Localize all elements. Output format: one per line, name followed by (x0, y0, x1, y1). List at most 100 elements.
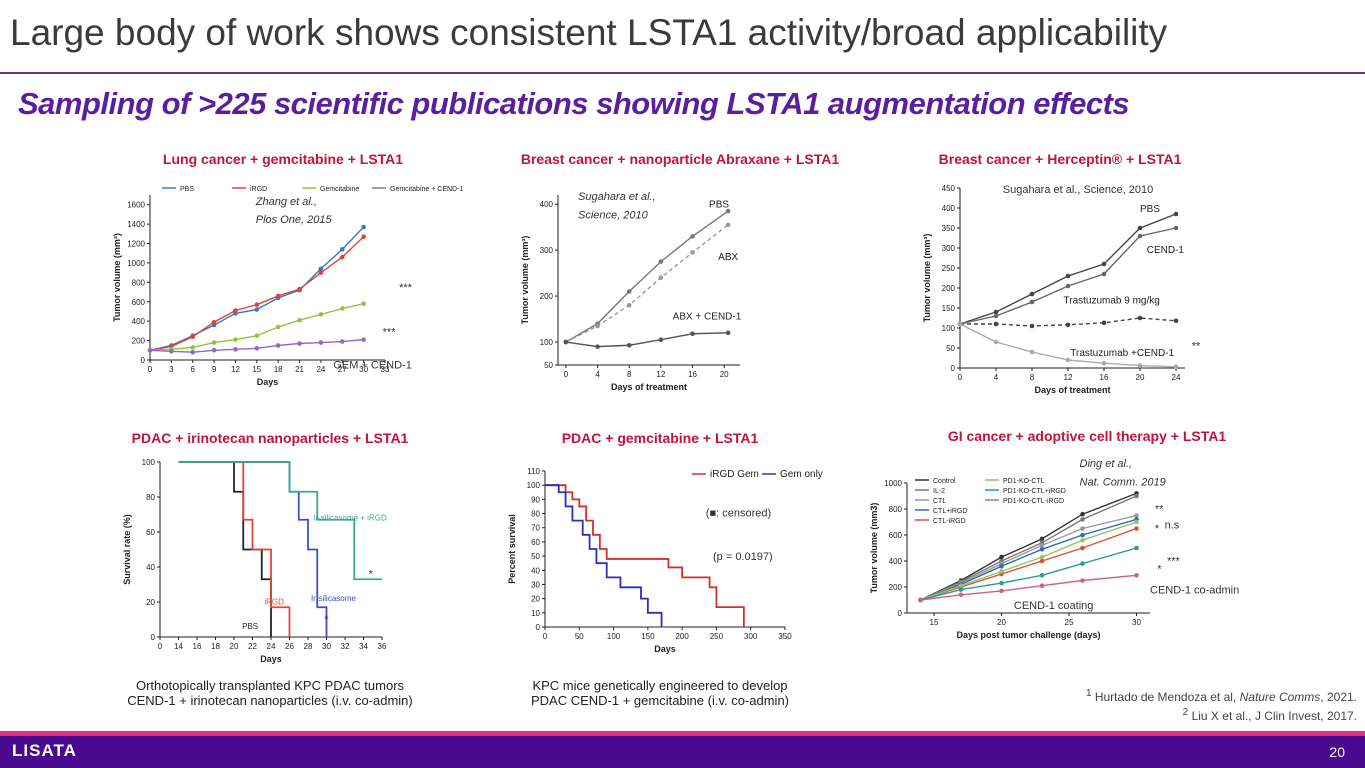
data-point (339, 306, 345, 311)
x-axis-label: Days (654, 644, 676, 654)
data-point (626, 289, 632, 294)
x-tick-label: 18 (274, 365, 283, 374)
series-line (178, 461, 272, 637)
data-point (275, 343, 281, 348)
data-point (725, 330, 731, 336)
data-point (339, 247, 345, 252)
chart: Breast cancer + nanoparticle Abraxane + … (520, 151, 839, 392)
data-point (1080, 526, 1085, 531)
data-point (658, 259, 664, 264)
data-point (318, 340, 324, 345)
y-tick-label: 100 (142, 458, 156, 467)
x-tick-label: 0 (958, 373, 963, 382)
data-point (1137, 315, 1143, 321)
y-axis-label: Percent survival (507, 514, 517, 584)
data-point (147, 347, 153, 353)
data-point (1137, 363, 1143, 368)
data-point (1039, 558, 1045, 564)
x-tick-label: 15 (252, 365, 261, 374)
x-tick-label: 36 (378, 642, 387, 651)
chart: PDAC + gemcitabine + LSTA1 0 10 20 30 40 50 60 7… (507, 430, 823, 654)
x-tick-label: 24 (1172, 373, 1181, 382)
x-tick-label: 30 (1132, 618, 1141, 627)
legend-label: CTL+iRGD (933, 508, 967, 515)
data-point (690, 331, 695, 337)
annotation: CEND-1 co-admin (1150, 584, 1239, 596)
x-tick-label: 50 (575, 632, 584, 641)
x-tick-label: 0 (148, 365, 153, 374)
y-tick-label: 150 (942, 304, 956, 313)
annotation: Plos One, 2015 (256, 214, 333, 226)
data-point (1173, 364, 1179, 370)
series-line (545, 484, 745, 627)
data-point (1101, 320, 1107, 326)
x-axis-label: Days (260, 654, 282, 664)
x-tick-label: 0 (564, 370, 569, 379)
annotation: * (369, 568, 374, 580)
x-tick-label: 14 (174, 642, 183, 651)
data-point (1029, 323, 1035, 329)
data-point (1039, 536, 1045, 542)
x-tick-label: 100 (607, 632, 621, 641)
data-point (958, 592, 964, 598)
data-point (1080, 537, 1085, 543)
data-point (999, 569, 1004, 574)
y-tick-label: 200 (942, 284, 956, 293)
data-point (254, 302, 260, 307)
y-tick-label: 400 (942, 204, 956, 213)
x-tick-label: 150 (641, 632, 655, 641)
annotation: * (1155, 523, 1160, 535)
data-point (958, 583, 964, 588)
footnote-marker: 1 (1085, 688, 1092, 699)
data-point (993, 321, 999, 327)
title-rule (0, 72, 1365, 74)
y-tick-label: 10 (531, 609, 540, 618)
y-tick-label: 0 (536, 623, 541, 632)
x-tick-label: 350 (778, 632, 792, 641)
data-point (169, 348, 174, 354)
series-label: PBS (709, 200, 729, 211)
data-point (958, 587, 964, 592)
annotation: ** (1192, 341, 1201, 353)
data-point (690, 234, 695, 239)
y-tick-label: 60 (531, 538, 540, 547)
data-point (1080, 578, 1085, 583)
y-tick-label: 100 (942, 324, 956, 333)
data-point (318, 270, 324, 275)
annotation: * (324, 614, 329, 626)
caption-line: KPC mice genetically engineered to devel… (532, 678, 788, 693)
y-tick-label: 350 (942, 224, 956, 233)
x-axis-label: Days of treatment (1034, 385, 1110, 395)
data-point (190, 349, 196, 355)
x-tick-label: 24 (267, 642, 276, 651)
series-line (149, 226, 365, 351)
legend-label: PD1-KO-CTL+iRGD (1003, 488, 1066, 495)
series-line (178, 461, 382, 581)
series-label: PBS (242, 622, 258, 631)
data-point (297, 341, 302, 346)
x-tick-label: 8 (627, 370, 632, 379)
legend-label: CTL-iRGD (933, 518, 966, 525)
y-tick-label: 0 (141, 356, 146, 365)
data-point (361, 337, 366, 342)
chart: Breast cancer + Herceptin® + LSTA1 0 50 100… (922, 151, 1201, 395)
x-tick-label: 20 (720, 370, 729, 379)
data-point (1101, 261, 1107, 267)
data-point (993, 313, 999, 319)
data-point (1173, 318, 1179, 324)
data-point (1080, 545, 1085, 551)
footnote-marker: 2 (1182, 707, 1189, 718)
annotation: CEND-1 coating (1014, 600, 1093, 612)
y-tick-label: 0 (951, 364, 956, 373)
data-point (233, 347, 238, 352)
chart-title: PDAC + gemcitabine + LSTA1 (562, 430, 759, 446)
data-point (1080, 532, 1085, 538)
series-line (545, 484, 663, 627)
series-line (565, 224, 729, 343)
y-tick-label: 400 (540, 200, 554, 209)
series-label: CEND-1 (1147, 245, 1185, 256)
y-tick-label: 110 (527, 467, 540, 476)
series-label: ABX (718, 252, 738, 263)
series-label: Trastuzumab +CEND-1 (1070, 348, 1174, 359)
y-tick-label: 0 (151, 633, 156, 642)
